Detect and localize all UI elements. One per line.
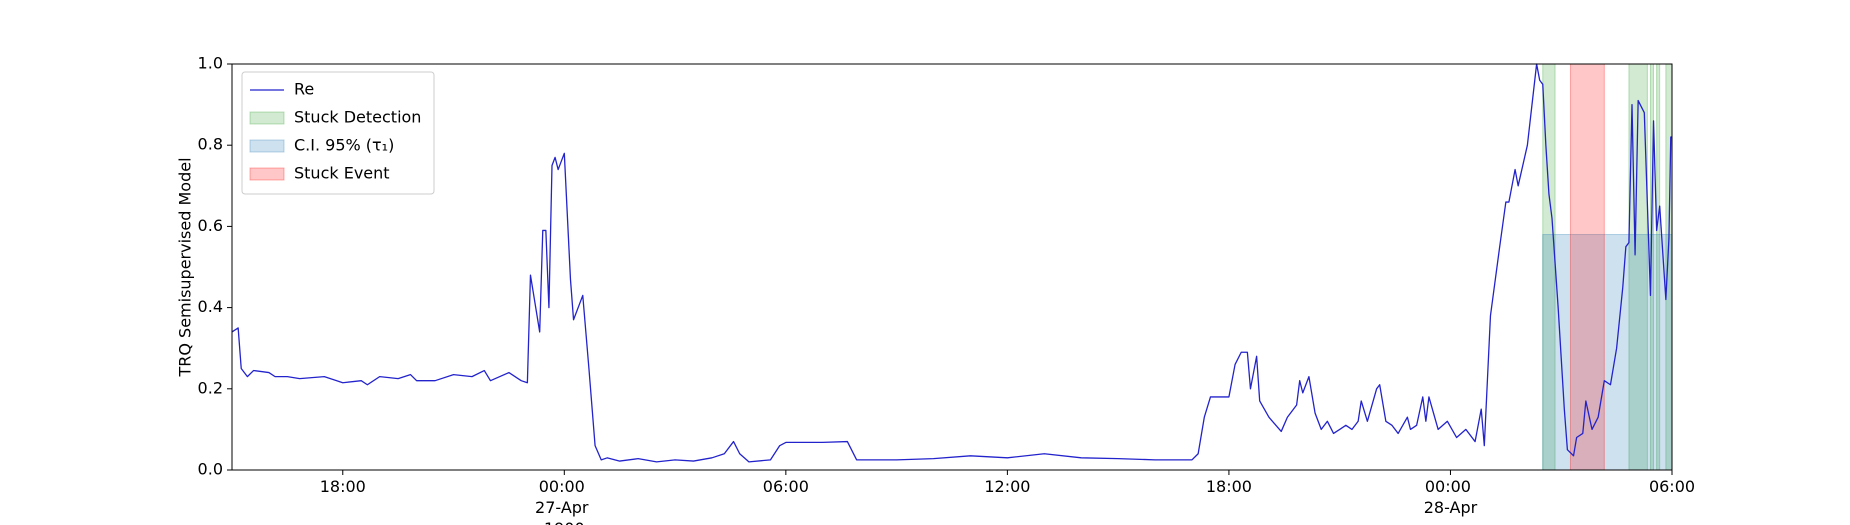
legend-label: Re — [294, 80, 314, 99]
legend: Re Stuck Detection C.I. 95% (τ₁) Stuck Even… — [241, 71, 435, 195]
y-tick-label: 1.0 — [198, 54, 223, 73]
y-tick-label: 0.4 — [198, 297, 223, 316]
span — [1542, 234, 1673, 471]
legend-swatch — [249, 167, 285, 181]
plot-frame — [231, 63, 1673, 471]
x-tick-label: 18:00 — [1206, 477, 1252, 496]
line — [231, 63, 1672, 463]
y-tick-label: 0.2 — [198, 378, 223, 397]
x-tick-label: 06:00 — [763, 477, 809, 496]
y-tick-label: 0.0 — [198, 460, 223, 479]
y-tick-label: 0.8 — [198, 135, 223, 154]
legend-label: C.I. 95% (τ₁) — [294, 136, 394, 155]
legend-swatch — [249, 111, 285, 125]
span — [1569, 63, 1605, 471]
x-tick-label: 12:00 — [984, 477, 1030, 496]
y-axis-label: TRQ Semisupervised Model — [176, 157, 195, 377]
legend-box — [241, 71, 435, 195]
legend-label: Stuck Detection — [294, 108, 421, 127]
x-tick-label: 00:00 28-Apr — [1424, 477, 1478, 517]
legend-swatch — [249, 139, 285, 153]
y-tick-label: 0.6 — [198, 216, 223, 235]
x-tick-label: 00:00 27-Apr 1900 — [535, 477, 594, 525]
legend-label: Stuck Event — [294, 164, 390, 183]
x-tick-label: 06:00 — [1649, 477, 1695, 496]
x-tick-label: 18:00 — [320, 477, 366, 496]
